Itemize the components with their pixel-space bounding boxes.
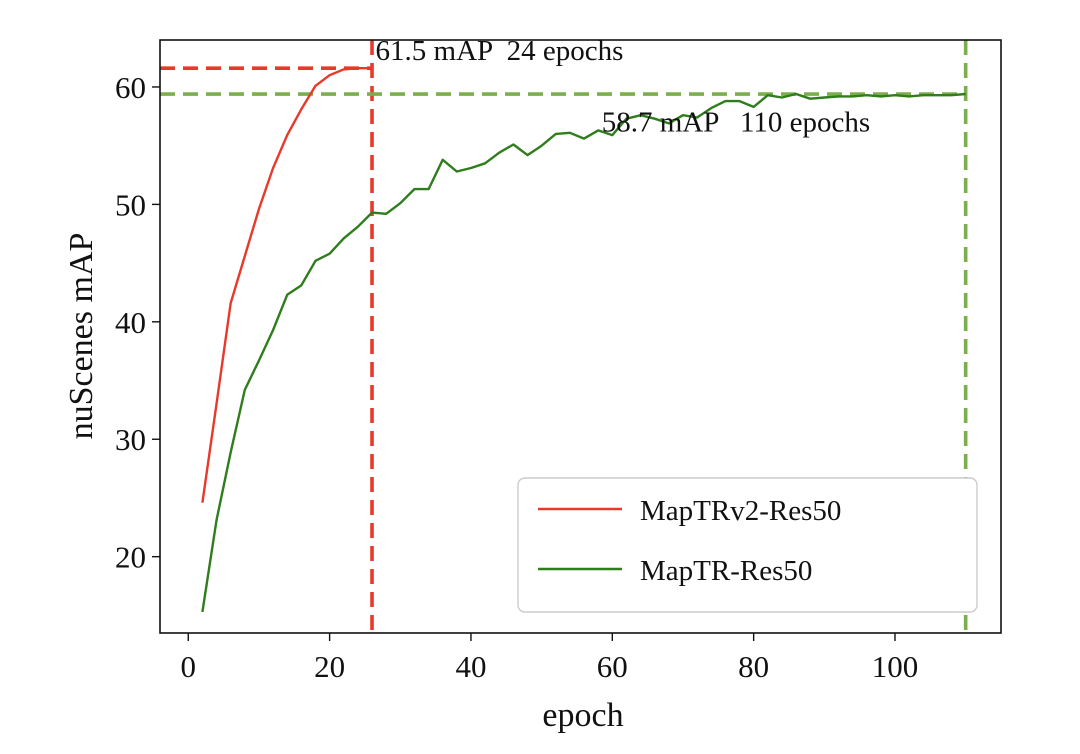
series-line-0 <box>201 67 372 503</box>
legend: MapTRv2-Res50 MapTR-Res50 <box>517 477 978 613</box>
y-tick-label: 30 <box>115 422 146 457</box>
annotations: 61.5 mAP 24 epochs 58.7 mAP 110 epochs <box>376 35 871 139</box>
y-tick-label: 40 <box>115 305 146 340</box>
annotation-0: 61.5 mAP 24 epochs <box>376 35 624 67</box>
legend-box <box>517 477 978 613</box>
series-layer <box>201 67 966 613</box>
y-axis-ticks: 20 30 40 50 60 <box>115 70 160 575</box>
y-tick-label: 20 <box>115 540 146 575</box>
x-axis-title: epoch <box>542 697 623 734</box>
x-tick-label: 40 <box>455 649 486 684</box>
annotation-1: 58.7 mAP 110 epochs <box>602 107 871 139</box>
y-tick-label: 60 <box>115 70 146 105</box>
x-tick-label: 60 <box>597 649 628 684</box>
plot-frame <box>159 39 1002 634</box>
x-axis-ticks: 0 20 40 60 80 100 <box>181 633 919 684</box>
x-tick-label: 80 <box>738 649 769 684</box>
y-tick-label: 50 <box>115 187 146 222</box>
x-tick-label: 20 <box>314 649 345 684</box>
x-tick-label: 100 <box>872 649 919 684</box>
legend-label-maptr: MapTR-Res50 <box>640 555 812 587</box>
legend-label-maptrv2: MapTRv2-Res50 <box>640 495 841 527</box>
series-line-1 <box>201 92 966 613</box>
x-tick-label: 0 <box>181 649 197 684</box>
y-axis-title: nuScenes mAP <box>63 233 100 440</box>
